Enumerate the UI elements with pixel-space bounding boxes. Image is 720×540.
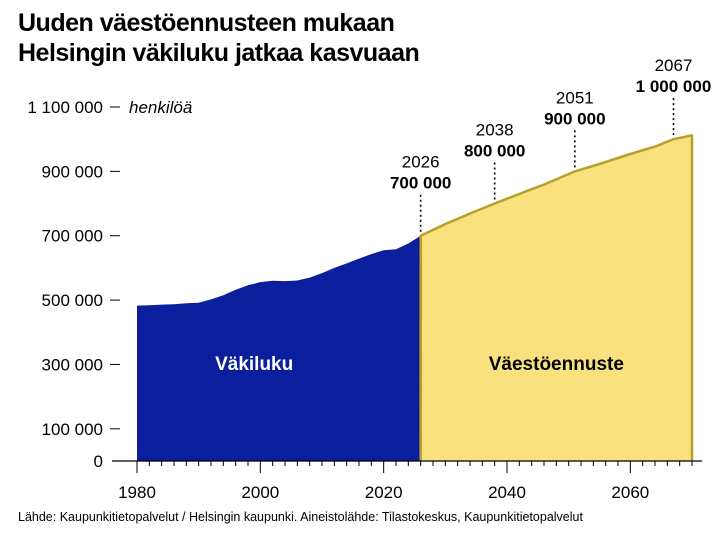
series-label-vakiluku: Väkiluku [215, 354, 293, 375]
annotation-layer: 2026 700 000 2038 800 000 2051 900 000 2067 1 0… [390, 56, 711, 234]
x-tick-label: 1980 [118, 483, 156, 502]
chart-title-line-1: Uuden väestöennusteen mukaan [18, 9, 395, 37]
source-note: Lähde: Kaupunkitietopalvelut / Helsingin… [18, 510, 583, 524]
annotation-value: 900 000 [544, 109, 605, 128]
area-layer [137, 134, 694, 462]
x-tick-label: 2040 [488, 483, 526, 502]
x-tick-label: 2000 [241, 483, 279, 502]
chart-title: Uuden väestöennusteen mukaan Helsingin v… [18, 8, 420, 68]
annotation-value: 700 000 [390, 174, 451, 193]
y-tick-label: 0 [94, 452, 103, 471]
x-axis: 1980 2000 2020 2040 2060 [112, 460, 702, 502]
area-vaestoennuste [420, 135, 692, 462]
x-tick-label: 2020 [365, 483, 403, 502]
annotation-year: 2038 [476, 121, 514, 140]
x-tick-label: 2060 [611, 483, 649, 502]
y-tick-label: 700 000 [42, 227, 103, 246]
forecast-outline [419, 134, 694, 462]
chart-title-line-2: Helsingin väkiluku jatkaa kasvuaan [18, 39, 420, 67]
y-tick-label: 100 000 [42, 420, 103, 439]
annotation-value: 800 000 [464, 142, 525, 161]
annotation-value: 1 000 000 [636, 77, 712, 96]
y-tick-label: 500 000 [42, 291, 103, 310]
annotation-year: 2026 [402, 153, 440, 172]
series-labels: Väkiluku Väestöennuste [215, 354, 624, 375]
y-axis: 0 100 000 300 000 500 000 700 000 900 000 1 10… [27, 98, 192, 471]
y-axis-unit-label: henkilöä [129, 98, 192, 117]
area-vakiluku [137, 235, 421, 461]
annotation-year: 2051 [556, 88, 594, 107]
annotation-year: 2067 [655, 56, 693, 75]
y-tick-label: 900 000 [42, 162, 103, 181]
series-label-vaestoennuste: Väestöennuste [489, 354, 624, 375]
y-tick-label: 300 000 [42, 355, 103, 374]
y-tick-label: 1 100 000 [27, 98, 103, 117]
